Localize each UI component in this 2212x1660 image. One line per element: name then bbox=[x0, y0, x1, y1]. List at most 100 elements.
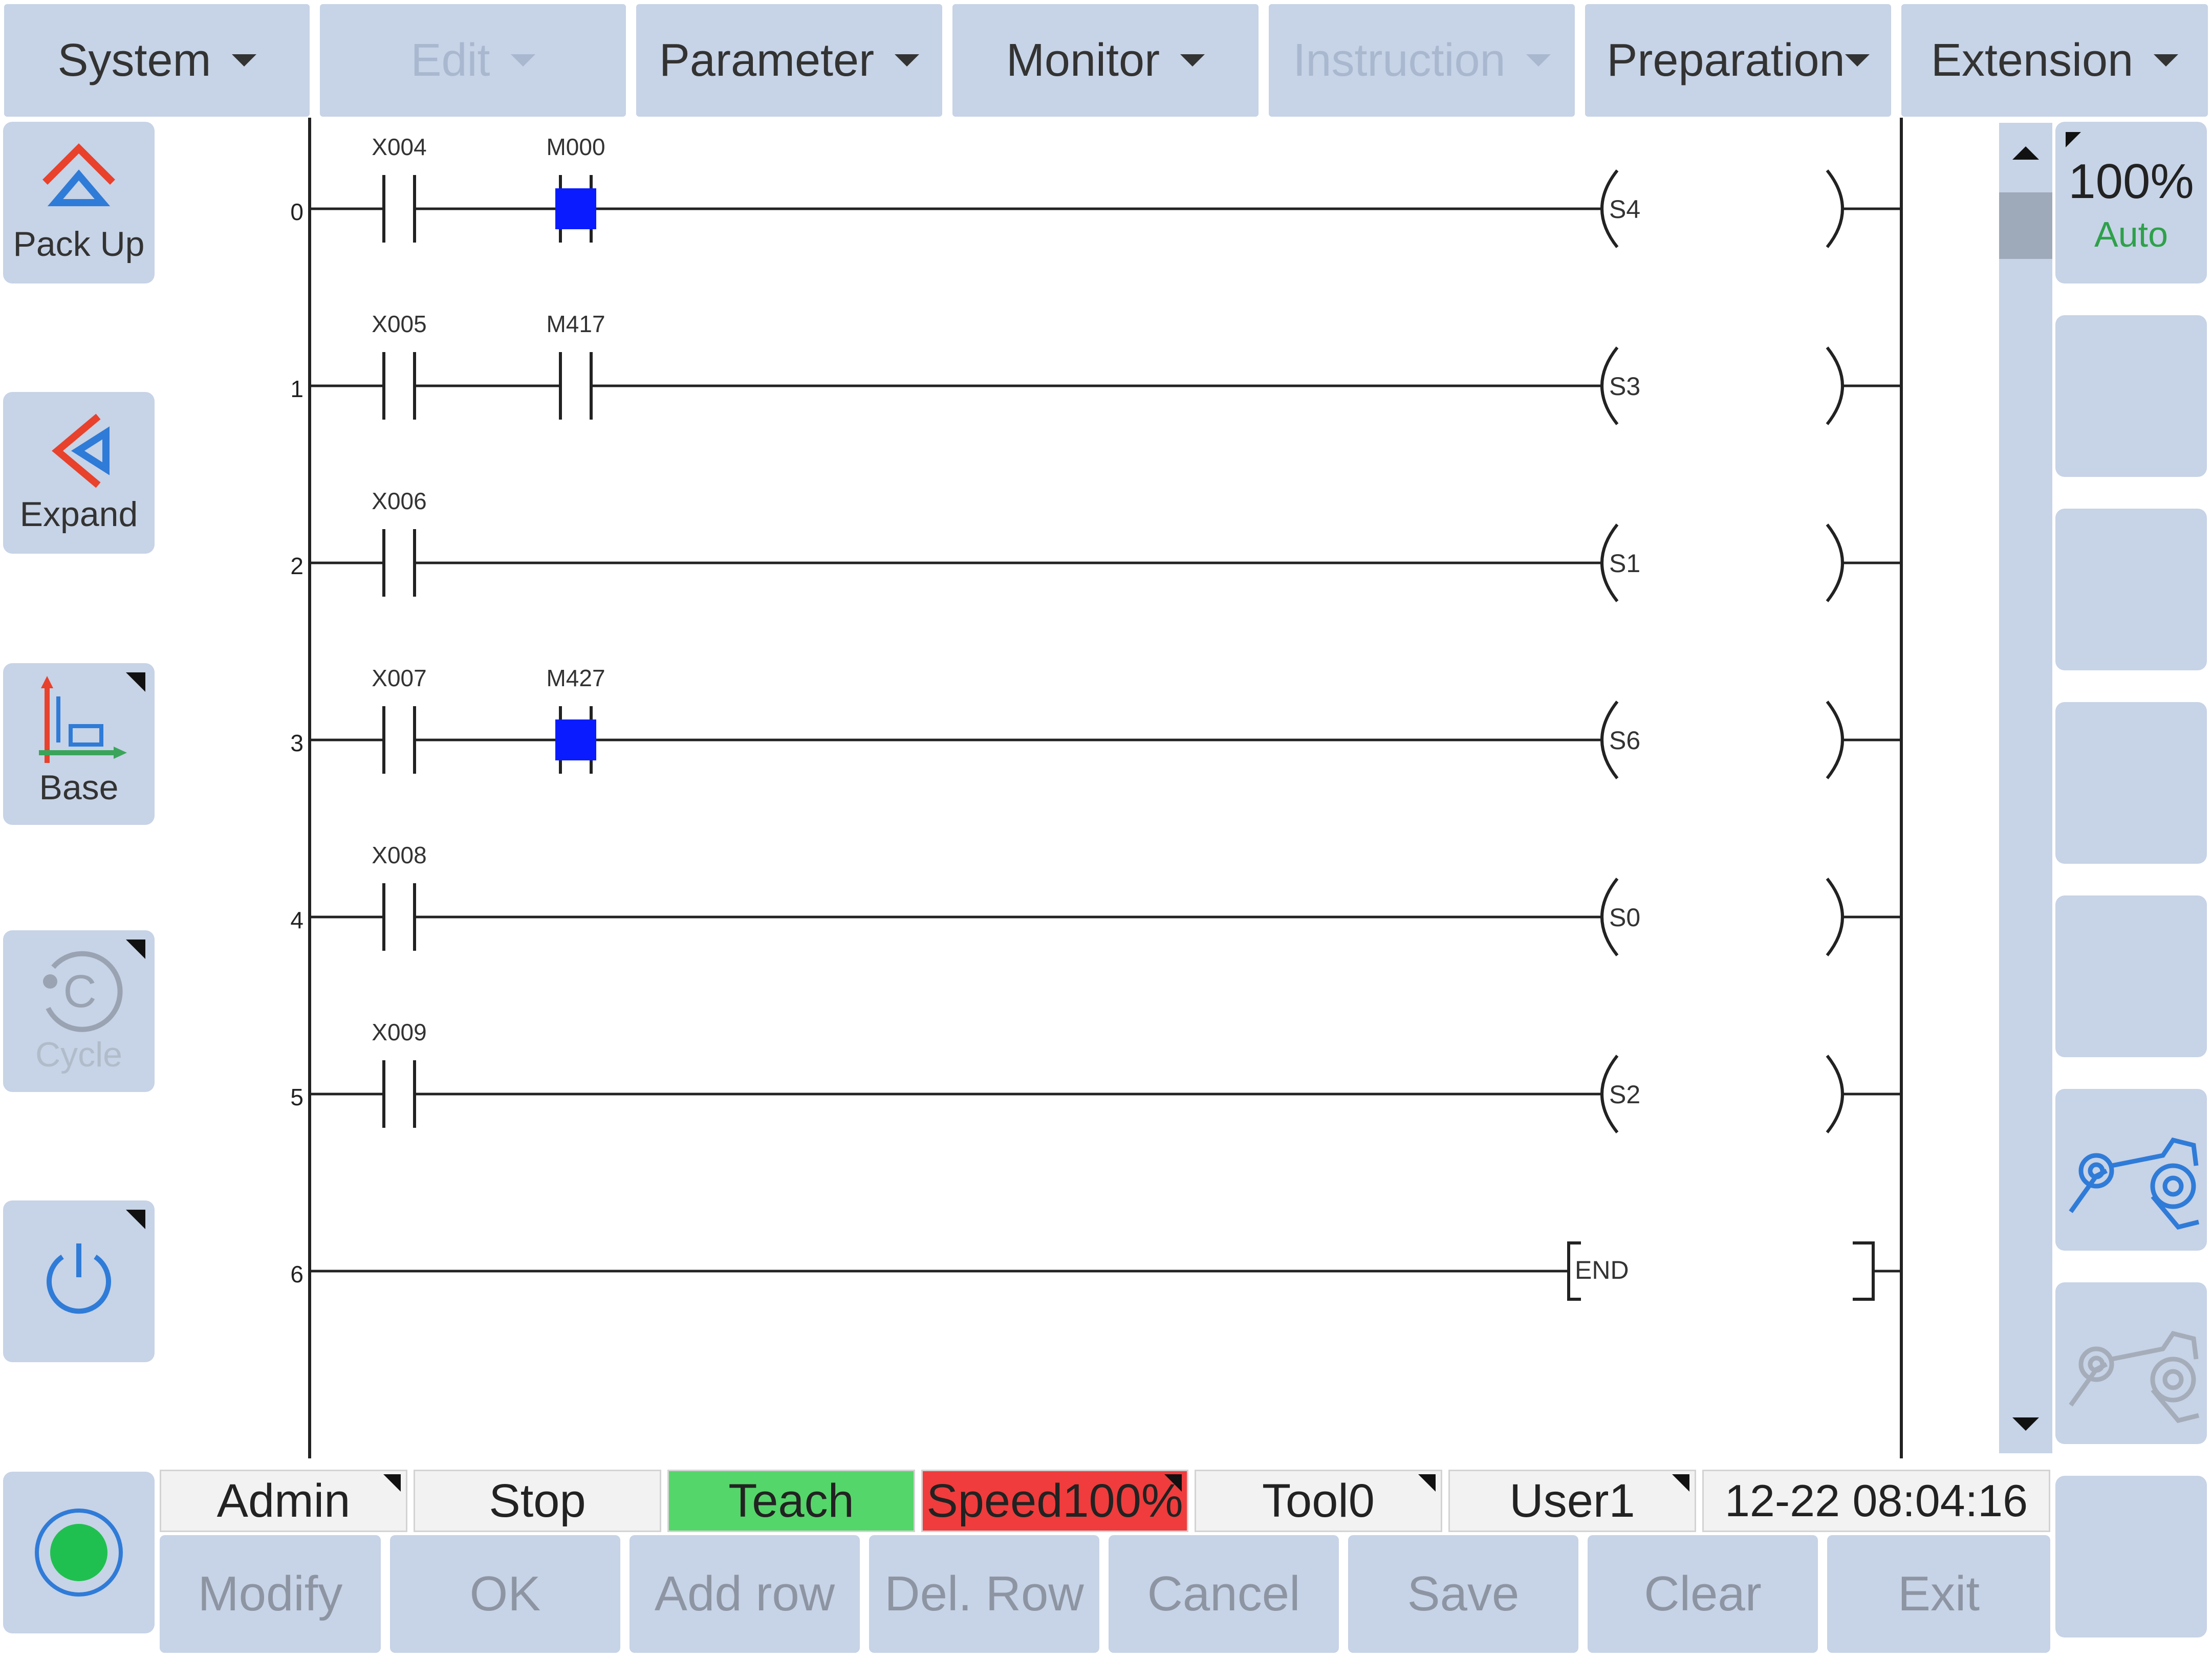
power-icon bbox=[47, 1243, 111, 1314]
robot-arm-button[interactable] bbox=[2055, 1089, 2207, 1251]
coil-left bbox=[1600, 523, 1619, 602]
status-mode-text: Teach bbox=[728, 1474, 854, 1527]
base-button[interactable]: Base bbox=[3, 663, 155, 825]
coil-left bbox=[1600, 169, 1619, 248]
power-button[interactable] bbox=[3, 1200, 155, 1362]
contact-highlight bbox=[555, 719, 596, 760]
contact-label: M417 bbox=[546, 311, 605, 337]
menu-parameter[interactable]: Parameter bbox=[636, 4, 942, 117]
cycle-label: Cycle bbox=[35, 1035, 123, 1074]
chevron-down-icon bbox=[231, 54, 256, 67]
right-button-8[interactable] bbox=[2055, 1476, 2207, 1637]
contact-gap bbox=[385, 915, 414, 919]
chevron-down-icon bbox=[510, 54, 535, 67]
menu-preparation-label: Preparation bbox=[1607, 34, 1845, 86]
delete-row-button[interactable]: Del. Row bbox=[869, 1535, 1099, 1653]
clear-button[interactable]: Clear bbox=[1588, 1535, 1818, 1653]
status-speed[interactable]: Speed100% bbox=[921, 1470, 1188, 1532]
pack-up-button[interactable]: Pack Up bbox=[3, 122, 155, 283]
ladder-rung[interactable]: 1 X005 M417 S3 bbox=[290, 311, 1901, 425]
menu-extension[interactable]: Extension bbox=[1901, 4, 2208, 117]
scroll-up-icon[interactable] bbox=[2012, 146, 2039, 160]
contact-label: M427 bbox=[546, 665, 605, 691]
right-button-5[interactable] bbox=[2055, 895, 2207, 1057]
speed-value: 100% bbox=[2068, 154, 2194, 209]
chevron-down-icon bbox=[1526, 54, 1551, 67]
coil-right bbox=[1826, 701, 1844, 779]
robot-arm-disabled-button bbox=[2055, 1282, 2207, 1444]
menu-preparation[interactable]: Preparation bbox=[1585, 4, 1891, 117]
status-user[interactable]: Admin bbox=[160, 1470, 407, 1532]
menu-system-label: System bbox=[57, 34, 211, 86]
ladder-rung[interactable]: 4 X008 S0 bbox=[290, 842, 1901, 956]
corner-indicator-icon bbox=[126, 672, 145, 692]
status-tool[interactable]: Tool0 bbox=[1195, 1470, 1442, 1532]
modify-button[interactable]: Modify bbox=[160, 1535, 381, 1653]
add-row-button[interactable]: Add row bbox=[630, 1535, 860, 1653]
record-button[interactable] bbox=[3, 1472, 155, 1633]
pack-up-label: Pack Up bbox=[13, 225, 145, 264]
contact-label: X006 bbox=[372, 488, 426, 514]
corner-indicator-icon bbox=[1418, 1474, 1436, 1492]
right-button-3[interactable] bbox=[2055, 509, 2207, 670]
output-bracket-left bbox=[1567, 1241, 1581, 1301]
output-label: S2 bbox=[1609, 1080, 1640, 1109]
coil-right bbox=[1826, 1055, 1844, 1133]
ladder-rung[interactable]: 5 X009 S2 bbox=[290, 1019, 1901, 1133]
modify-label: Modify bbox=[198, 1566, 343, 1621]
menu-edit-label: Edit bbox=[410, 34, 490, 86]
contact-gap bbox=[385, 384, 414, 388]
status-run-state: Stop bbox=[414, 1470, 661, 1532]
rung-index: 3 bbox=[290, 730, 303, 756]
vertical-scrollbar[interactable] bbox=[1999, 123, 2052, 1453]
base-coordinate-icon bbox=[39, 676, 127, 763]
rung-index: 1 bbox=[290, 376, 303, 402]
contact-gap bbox=[385, 738, 414, 742]
rung-index: 4 bbox=[290, 907, 303, 933]
expand-button[interactable]: Expand bbox=[3, 392, 155, 554]
status-speed-text: Speed100% bbox=[926, 1474, 1183, 1527]
corner-indicator-icon bbox=[126, 1210, 145, 1229]
rung-index: 6 bbox=[290, 1261, 303, 1287]
add-row-label: Add row bbox=[654, 1566, 835, 1621]
contact-label: M000 bbox=[546, 134, 605, 160]
ladder-rung[interactable]: 0 X004 M000 S4 bbox=[290, 134, 1901, 248]
clear-label: Clear bbox=[1644, 1566, 1762, 1621]
robot-arm-disabled-icon bbox=[2069, 1330, 2200, 1424]
contact-label: X005 bbox=[372, 311, 426, 337]
svg-text:C: C bbox=[63, 966, 97, 1017]
cancel-button[interactable]: Cancel bbox=[1109, 1535, 1339, 1653]
rungs: 0 X004 M000 S4 1 X005 M417 S3 2 X006 S1 3 X007 M427 S6… bbox=[290, 134, 1901, 1301]
ladder-rung[interactable]: 6 END bbox=[290, 1241, 1901, 1301]
exit-button[interactable]: Exit bbox=[1827, 1535, 2050, 1653]
right-button-2[interactable] bbox=[2055, 315, 2207, 477]
coil-left bbox=[1600, 701, 1619, 779]
menu-system[interactable]: System bbox=[4, 4, 310, 117]
expand-label: Expand bbox=[19, 495, 138, 534]
status-datetime-text: 12-22 08:04:16 bbox=[1724, 1475, 2028, 1526]
right-button-4[interactable] bbox=[2055, 702, 2207, 864]
corner-indicator-icon bbox=[1164, 1474, 1182, 1492]
coil-right bbox=[1826, 346, 1844, 425]
menu-edit: Edit bbox=[320, 4, 626, 117]
scroll-down-icon[interactable] bbox=[2012, 1417, 2039, 1431]
speed-mode-button[interactable]: 100% Auto bbox=[2055, 122, 2207, 283]
status-user-frame[interactable]: User1 bbox=[1448, 1470, 1696, 1532]
chevron-down-icon bbox=[1180, 54, 1205, 67]
base-label: Base bbox=[39, 768, 119, 807]
robot-arm-icon bbox=[2069, 1137, 2200, 1230]
save-label: Save bbox=[1407, 1566, 1520, 1621]
corner-indicator-icon bbox=[383, 1474, 401, 1492]
scroll-thumb[interactable] bbox=[1999, 192, 2052, 259]
status-mode: Teach bbox=[667, 1470, 915, 1532]
menu-monitor[interactable]: Monitor bbox=[952, 4, 1259, 117]
save-button[interactable]: Save bbox=[1348, 1535, 1578, 1653]
rung-index: 2 bbox=[290, 553, 303, 579]
chevron-down-icon bbox=[895, 54, 920, 67]
ok-button[interactable]: OK bbox=[390, 1535, 620, 1653]
menu-parameter-label: Parameter bbox=[659, 34, 875, 86]
ladder-rung[interactable]: 2 X006 S1 bbox=[290, 488, 1901, 602]
ladder-rung[interactable]: 3 X007 M427 S6 bbox=[290, 665, 1901, 779]
status-tool-text: Tool0 bbox=[1262, 1474, 1375, 1527]
contact-gap bbox=[385, 1092, 414, 1096]
